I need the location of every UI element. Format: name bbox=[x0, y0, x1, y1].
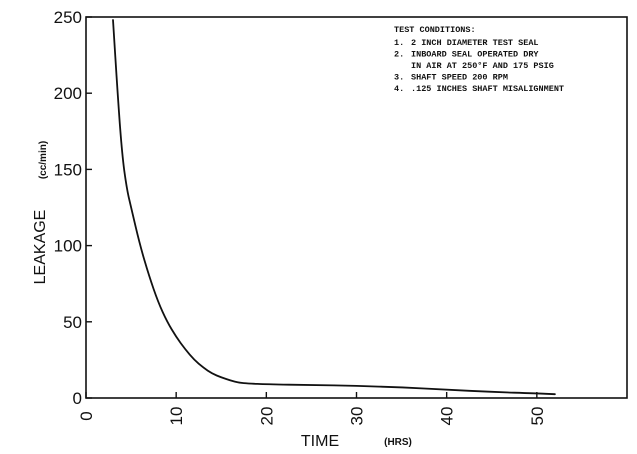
test-conditions-note: TEST CONDITIONS: 1. 2 INCH DIAMETER TEST … bbox=[394, 25, 564, 94]
condition-number-5: 4. bbox=[394, 84, 404, 94]
plot-frame bbox=[85, 16, 628, 399]
series-layer bbox=[112, 19, 556, 396]
x-tick-label-20: 20 bbox=[257, 407, 276, 426]
condition-number-4: 3. bbox=[394, 73, 404, 83]
condition-number-1: 1. bbox=[394, 38, 404, 48]
y-tick-label-200: 200 bbox=[54, 84, 82, 103]
x-tick-label-0: 0 bbox=[77, 411, 96, 420]
x-tick-label-40: 40 bbox=[438, 407, 457, 426]
condition-text-2: INBOARD SEAL OPERATED DRY bbox=[411, 50, 539, 60]
y-tick-label-50: 50 bbox=[63, 313, 82, 332]
y-axis-ticks: 0 50 100 150 200 250 bbox=[54, 8, 92, 408]
condition-text-4: SHAFT SPEED 200 RPM bbox=[411, 73, 508, 83]
y-tick-label-100: 100 bbox=[54, 237, 82, 256]
y-axis-title: LEAKAGE bbox=[32, 210, 49, 285]
y-tick-label-250: 250 bbox=[54, 8, 82, 27]
plot-border bbox=[85, 16, 628, 399]
y-tick-label-150: 150 bbox=[54, 160, 82, 179]
x-tick-label-50: 50 bbox=[528, 407, 547, 426]
condition-text-5: .125 INCHES SHAFT MISALIGNMENT bbox=[411, 84, 564, 94]
y-tick-label-0: 0 bbox=[73, 389, 82, 408]
test-conditions-heading: TEST CONDITIONS: bbox=[394, 25, 476, 35]
condition-text-1: 2 INCH DIAMETER TEST SEAL bbox=[411, 38, 539, 48]
condition-text-3: IN AIR AT 250°F AND 175 PSIG bbox=[411, 61, 554, 71]
series-line-0 bbox=[112, 19, 556, 396]
condition-number-2: 2. bbox=[394, 50, 404, 60]
x-axis-title: TIME bbox=[301, 433, 339, 450]
x-axis-unit: (HRS) bbox=[384, 437, 412, 448]
x-axis-ticks: 0 10 20 30 40 50 bbox=[77, 392, 547, 425]
x-tick-label-10: 10 bbox=[167, 407, 186, 426]
x-tick-label-30: 30 bbox=[348, 407, 367, 426]
y-axis-unit: (cc/min) bbox=[38, 141, 49, 179]
